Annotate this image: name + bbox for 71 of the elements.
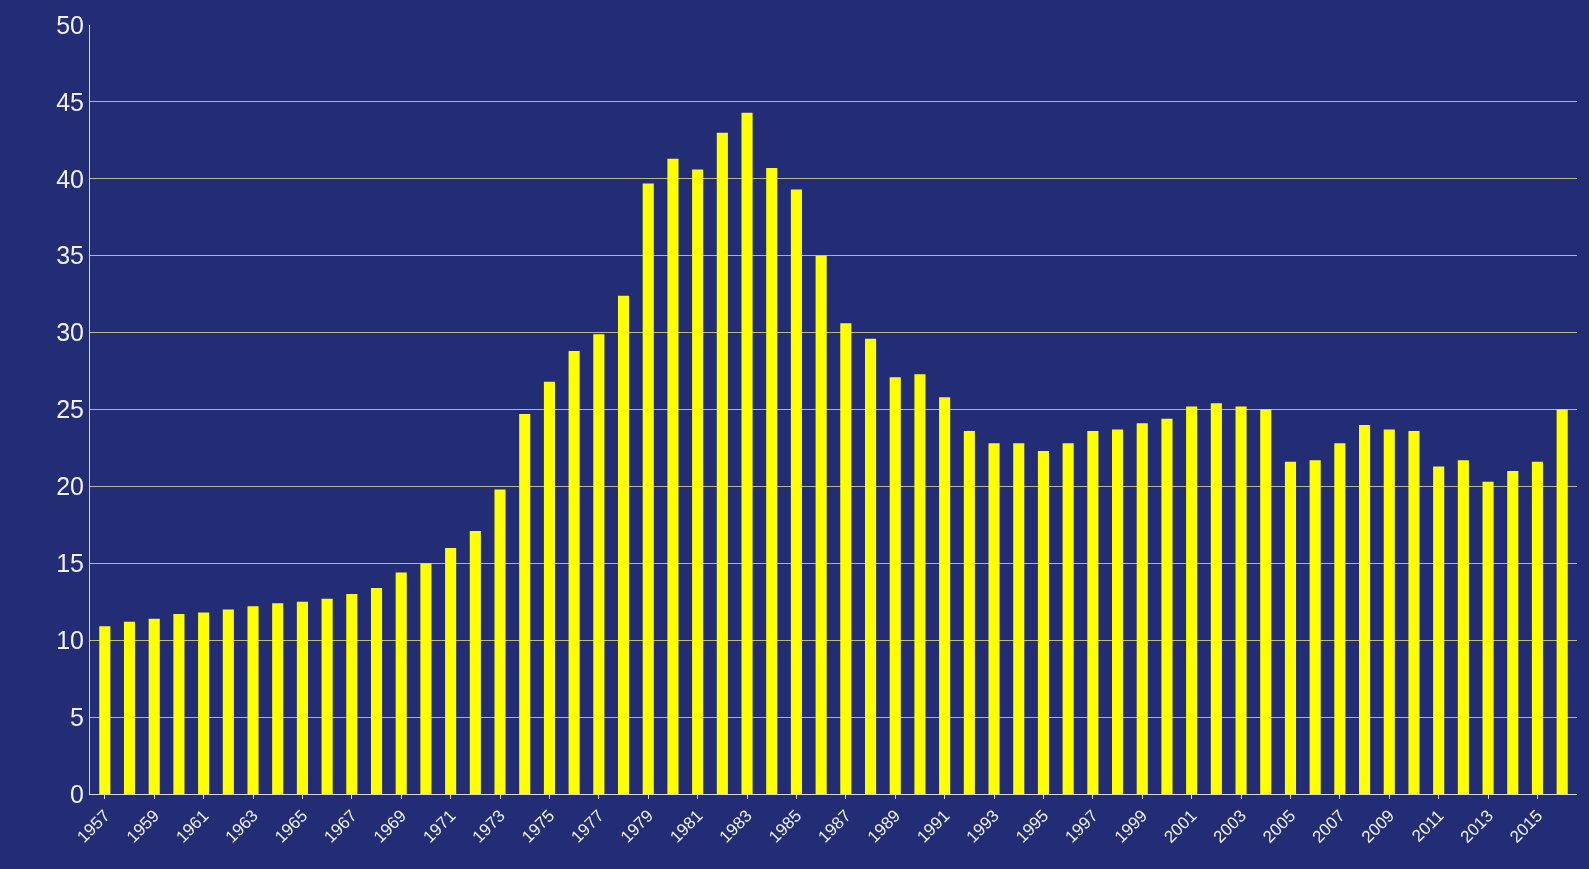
bar (469, 531, 481, 794)
bar (1309, 460, 1321, 794)
bar (1383, 429, 1395, 794)
bar (173, 614, 185, 794)
y-tick-label: 15 (56, 549, 84, 578)
bar (148, 618, 160, 794)
bar (370, 587, 383, 794)
y-tick-label: 30 (56, 318, 84, 347)
bar (864, 338, 877, 794)
bar (1531, 461, 1544, 794)
bar (1507, 471, 1519, 794)
y-tick-label: 5 (70, 702, 84, 731)
bar (346, 594, 358, 794)
bar (815, 255, 827, 794)
bar (1161, 418, 1173, 794)
bar (296, 601, 308, 794)
bar (568, 351, 580, 794)
bar (445, 547, 457, 794)
bar (988, 443, 1000, 794)
bar (1260, 409, 1272, 794)
bar (1112, 429, 1124, 794)
bar (1013, 443, 1025, 794)
bar (790, 189, 803, 794)
bar (1334, 443, 1346, 794)
y-tick-label: 35 (56, 241, 84, 270)
bar (395, 572, 407, 794)
y-tick-label: 20 (56, 472, 84, 501)
bar (642, 183, 654, 794)
bar (741, 112, 753, 794)
bar (420, 563, 432, 794)
bar (667, 158, 679, 794)
bar (123, 621, 136, 794)
bar (692, 169, 704, 794)
bar (1210, 403, 1222, 794)
y-tick-label: 40 (56, 164, 84, 193)
bar (1359, 424, 1371, 794)
bar (963, 431, 975, 794)
bar (1284, 461, 1297, 794)
bar (1408, 431, 1420, 794)
bar (1457, 460, 1469, 794)
bar (272, 603, 284, 794)
bar (543, 381, 555, 794)
bar (840, 323, 852, 794)
y-tick-label: 10 (56, 625, 84, 654)
bar (766, 168, 778, 794)
bar (1186, 406, 1198, 794)
bar (617, 295, 630, 794)
bar (1556, 409, 1568, 794)
bar (1482, 481, 1494, 794)
bar (1037, 451, 1050, 794)
bar (1433, 466, 1445, 794)
bar (222, 609, 234, 794)
y-tick-label: 45 (56, 87, 84, 116)
bar (519, 414, 531, 794)
y-tick-label: 0 (70, 779, 84, 808)
bar (1235, 406, 1247, 794)
bar (1062, 443, 1074, 794)
bar (198, 612, 210, 794)
bar (914, 374, 926, 794)
bar (593, 334, 605, 794)
bar (321, 598, 333, 794)
y-tick-label: 25 (56, 395, 84, 424)
bar (889, 377, 901, 794)
bar (1136, 423, 1148, 794)
bar (494, 489, 506, 794)
bar (247, 606, 259, 794)
y-tick-label: 50 (56, 10, 84, 39)
bar (99, 626, 111, 794)
bar (716, 132, 728, 794)
bar (1087, 431, 1099, 794)
bar (939, 397, 951, 794)
